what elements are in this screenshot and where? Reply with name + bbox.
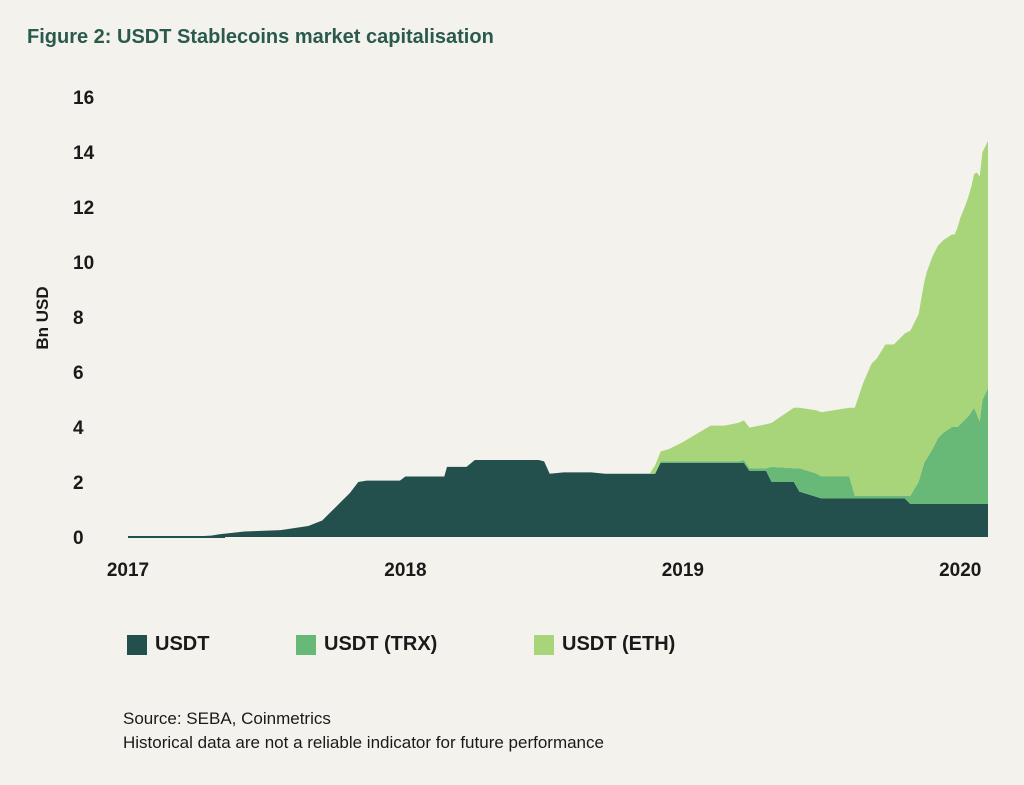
y-tick-label: 10: [73, 253, 94, 274]
x-tick-label: 2018: [384, 560, 426, 581]
y-tick-label: 2: [73, 473, 84, 494]
area-usdt-eth: [128, 141, 988, 537]
legend-label-usdt-trx: USDT (TRX): [324, 633, 438, 655]
y-axis-label: Bn USD: [33, 286, 52, 349]
y-tick-label: 16: [73, 88, 94, 109]
y-tick-label: 0: [73, 528, 84, 549]
y-tick-label: 8: [73, 308, 84, 329]
y-tick-label: 12: [73, 198, 94, 219]
y-tick-label: 14: [73, 143, 95, 164]
legend-label-usdt-eth: USDT (ETH): [562, 633, 676, 655]
chart-svg: Bn USD 0 2 4 6 8 10 12 14 16 2017 2018 2019 2020: [33, 88, 988, 581]
legend-swatch-usdt: [127, 634, 147, 655]
legend-item-usdt-trx: USDT (TRX): [296, 633, 437, 656]
x-tick-label: 2019: [662, 560, 704, 581]
area-usdt: [128, 460, 988, 537]
legend-label-usdt: USDT: [155, 633, 210, 655]
y-axis-ticks: 0 2 4 6 8 10 12 14 16: [73, 88, 95, 549]
source-note: Source: SEBA, Coinmetrics Historical dat…: [123, 707, 604, 755]
y-tick-label: 4: [73, 418, 84, 439]
legend-swatch-usdt-eth: [534, 634, 554, 655]
y-tick-label: 6: [73, 363, 84, 384]
x-axis-ticks: 2017 2018 2019 2020: [107, 560, 982, 581]
legend-swatch-usdt-trx: [296, 634, 316, 655]
source-line: Source: SEBA, Coinmetrics: [123, 709, 331, 728]
legend-item-usdt: USDT: [127, 633, 209, 656]
legend-item-usdt-eth: USDT (ETH): [534, 633, 675, 656]
x-tick-label: 2017: [107, 560, 149, 581]
chart-title: Figure 2: USDT Stablecoins market capita…: [27, 26, 494, 48]
x-tick-label: 2020: [939, 560, 981, 581]
disclaimer-line: Historical data are not a reliable indic…: [123, 733, 604, 752]
legend: USDT USDT (TRX) USDT (ETH): [0, 633, 1024, 663]
stacked-areas: [128, 141, 988, 538]
